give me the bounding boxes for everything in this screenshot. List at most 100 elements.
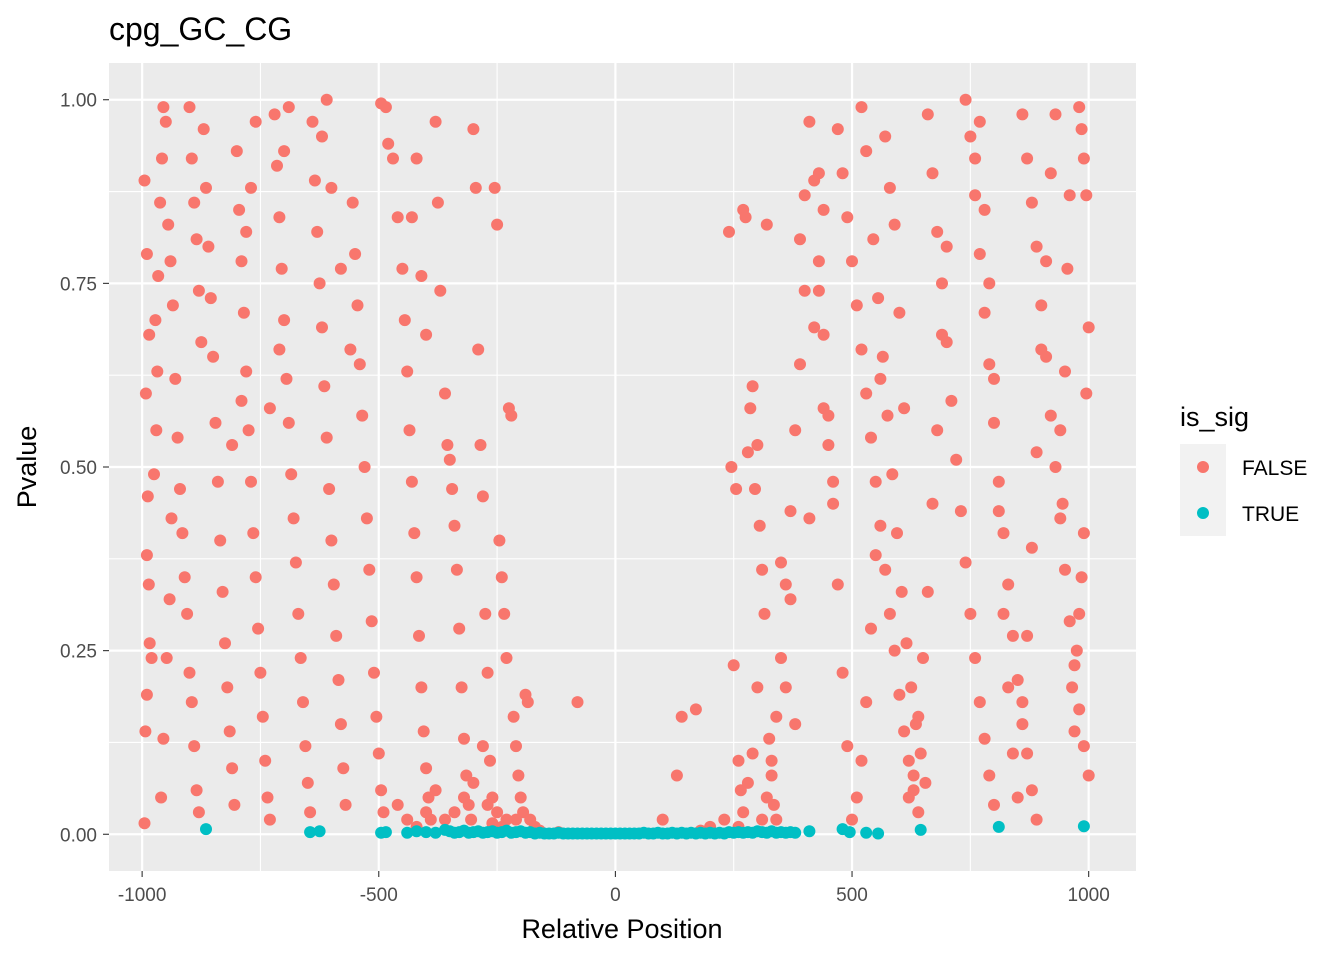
data-point-false: [969, 652, 982, 664]
data-point-false: [415, 270, 428, 282]
data-point-false: [760, 791, 773, 804]
data-point-false: [741, 446, 754, 459]
data-point-false: [188, 196, 201, 209]
data-point-false: [282, 101, 295, 114]
y-axis-title: Pvalue: [12, 426, 42, 509]
data-point-false: [349, 248, 362, 260]
data-point-false: [169, 372, 182, 385]
data-point-false: [156, 152, 168, 165]
data-point-false: [775, 652, 787, 664]
data-point-false: [1077, 152, 1090, 165]
data-point-false: [763, 732, 776, 745]
data-point-false: [749, 483, 761, 495]
data-point-false: [154, 196, 167, 209]
data-point-false: [469, 181, 482, 194]
data-point-false: [1021, 629, 1034, 642]
data-point-false: [280, 372, 293, 385]
data-point-false: [420, 762, 433, 775]
data-point-false: [507, 710, 520, 723]
data-point-false: [162, 218, 175, 231]
data-point-false: [163, 593, 176, 606]
data-point-false: [476, 490, 489, 503]
data-point-false: [732, 754, 745, 767]
data-point-false: [888, 218, 901, 231]
data-point-false: [898, 402, 911, 415]
data-point-false: [836, 666, 849, 679]
data-point-false: [1016, 718, 1029, 731]
data-point-false: [1025, 541, 1038, 554]
data-point-false: [1054, 512, 1067, 525]
data-point-false: [183, 666, 196, 679]
data-point-false: [353, 358, 366, 371]
data-point-false: [439, 387, 451, 400]
data-point-false: [775, 556, 787, 569]
data-point-false: [656, 813, 669, 826]
data-point-false: [1054, 424, 1067, 437]
data-point-false: [850, 791, 863, 804]
y-axis-ticks: 0.00 0.25 0.50 0.75 1.00: [60, 91, 109, 846]
data-point-true: [304, 826, 317, 839]
data-point-false: [831, 578, 844, 591]
x-axis-ticks: -1000 -500 0 500 1000: [118, 871, 1110, 906]
data-point-false: [1080, 387, 1093, 400]
data-point-false: [165, 512, 178, 525]
data-point-false: [401, 813, 414, 826]
data-point-false: [1011, 791, 1024, 804]
data-point-false: [491, 218, 504, 231]
legend-title: is_sig: [1180, 402, 1249, 432]
data-point-false: [1075, 571, 1088, 584]
data-point-false: [1025, 784, 1038, 797]
data-point-false: [789, 424, 802, 437]
data-point-false: [360, 512, 373, 525]
data-point-false: [789, 718, 802, 731]
data-point-false: [320, 93, 333, 106]
data-point-false: [874, 519, 887, 532]
data-point-false: [460, 769, 473, 782]
data-point-true: [789, 826, 802, 839]
data-point-false: [417, 725, 430, 738]
data-point-false: [954, 505, 967, 518]
data-point-false: [1016, 696, 1029, 709]
data-point-false: [398, 314, 411, 327]
data-point-false: [919, 776, 932, 789]
data-point-false: [297, 696, 309, 709]
data-point-false: [912, 806, 925, 819]
data-point-false: [254, 666, 267, 679]
data-point-false: [320, 431, 333, 444]
data-point-false: [1030, 813, 1043, 826]
data-point-false: [330, 629, 343, 642]
data-point-false: [865, 431, 877, 444]
x-tick-label: 0: [610, 885, 621, 906]
data-point-false: [744, 402, 757, 415]
data-point-false: [289, 556, 302, 569]
data-point-false: [138, 817, 151, 830]
data-point-false: [282, 416, 295, 429]
data-point-false: [346, 196, 359, 209]
data-point-false: [1075, 123, 1088, 136]
data-point-false: [860, 145, 873, 158]
data-point-false: [140, 688, 153, 701]
data-point-false: [881, 409, 894, 422]
data-point-false: [770, 710, 783, 723]
data-point-false: [247, 527, 260, 540]
data-point-false: [434, 284, 447, 297]
data-point-false: [372, 747, 385, 760]
data-point-false: [1021, 747, 1034, 760]
data-point-false: [226, 762, 239, 775]
data-point-false: [779, 681, 792, 694]
data-point-false: [325, 534, 338, 547]
data-point-false: [495, 571, 508, 584]
data-point-false: [1073, 703, 1086, 716]
data-point-false: [988, 372, 1000, 385]
data-point-false: [983, 277, 996, 290]
data-point-false: [391, 211, 404, 224]
data-point-false: [223, 725, 236, 738]
data-point-false: [375, 784, 388, 797]
data-point-false: [1073, 101, 1086, 114]
data-point-false: [190, 233, 203, 246]
data-point-false: [794, 233, 806, 246]
data-point-false: [827, 475, 840, 488]
data-point-false: [245, 475, 257, 488]
data-point-false: [448, 806, 461, 819]
data-point-false: [883, 181, 896, 194]
